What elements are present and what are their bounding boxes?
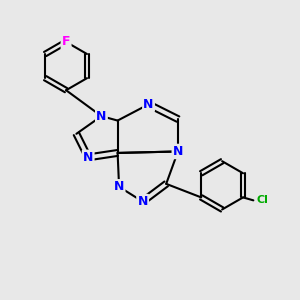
Text: N: N bbox=[83, 151, 93, 164]
Text: N: N bbox=[143, 98, 154, 111]
Text: Cl: Cl bbox=[256, 195, 268, 205]
Text: N: N bbox=[96, 110, 106, 123]
Text: N: N bbox=[173, 145, 183, 158]
Text: F: F bbox=[62, 35, 70, 48]
Text: N: N bbox=[114, 180, 124, 193]
Text: N: N bbox=[137, 195, 148, 208]
